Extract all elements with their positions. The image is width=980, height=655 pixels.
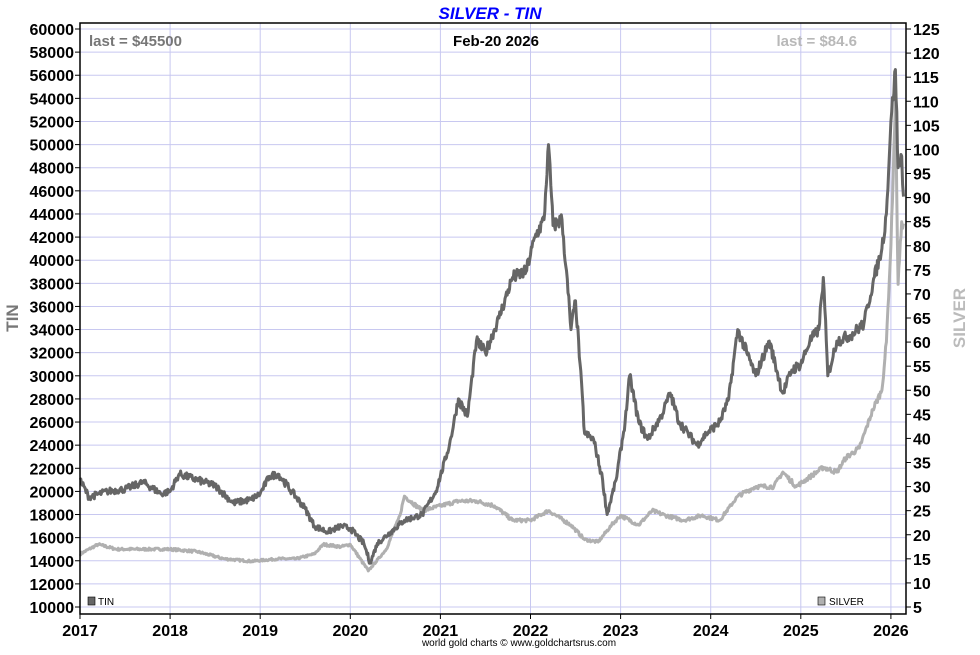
left-tick-label: 58000 <box>30 45 75 62</box>
x-tick-label: 2020 <box>333 623 369 640</box>
tin-last-label: last = $45500 <box>89 33 182 50</box>
x-tick-label: 2021 <box>423 623 459 640</box>
left-tick-label: 24000 <box>30 438 75 455</box>
right-axis-label: SILVER <box>950 288 969 348</box>
left-tick-label: 36000 <box>30 299 75 316</box>
right-tick-label: 100 <box>913 142 940 159</box>
x-tick-label: 2025 <box>783 623 819 640</box>
tin-legend-swatch <box>87 596 96 606</box>
silver-legend-label: SILVER <box>829 597 864 608</box>
right-tick-label: 25 <box>913 504 931 521</box>
left-tick-label: 20000 <box>30 484 75 501</box>
silver-legend-swatch <box>817 596 826 606</box>
right-tick-label: 70 <box>913 287 931 304</box>
right-tick-label: 35 <box>913 456 931 473</box>
left-tick-label: 34000 <box>30 323 75 340</box>
right-tick-label: 115 <box>913 70 939 87</box>
left-tick-label: 12000 <box>30 577 75 594</box>
series-line-tin <box>78 68 905 565</box>
left-tick-label: 52000 <box>30 114 75 131</box>
right-tick-label: 65 <box>913 311 931 328</box>
series-lines <box>78 68 905 573</box>
left-tick-label: 38000 <box>30 276 75 293</box>
right-tick-label: 5 <box>913 600 922 617</box>
right-tick-label: 125 <box>913 22 940 39</box>
tin-legend-label: TIN <box>98 597 114 608</box>
left-tick-label: 10000 <box>30 600 75 617</box>
left-tick-label: 50000 <box>30 138 75 155</box>
right-tick-label: 55 <box>913 359 931 376</box>
left-tick-label: 46000 <box>30 184 75 201</box>
silver-last-label: last = $84.6 <box>777 33 857 50</box>
left-axis-label: TIN <box>3 304 22 331</box>
left-tick-label: 32000 <box>30 346 75 363</box>
left-tick-label: 18000 <box>30 508 75 525</box>
right-tick-label: 75 <box>913 263 931 280</box>
x-tick-label: 2017 <box>62 623 98 640</box>
x-tick-label: 2026 <box>873 623 909 640</box>
right-tick-label: 10 <box>913 576 931 593</box>
right-tick-label: 45 <box>913 407 931 424</box>
left-tick-label: 56000 <box>30 68 75 85</box>
right-tick-label: 105 <box>913 118 940 135</box>
x-tick-label: 2022 <box>513 623 549 640</box>
left-tick-label: 44000 <box>30 207 75 224</box>
right-tick-label: 60 <box>913 335 931 352</box>
right-tick-label: 120 <box>913 46 940 63</box>
axis-ticks: 10000 12000 14000 16000 18000 20000 22000 24000… <box>30 22 940 640</box>
right-tick-label: 15 <box>913 552 931 569</box>
left-tick-label: 14000 <box>30 554 75 571</box>
left-tick-label: 26000 <box>30 415 75 432</box>
date-label: Feb-20 2026 <box>453 33 539 50</box>
left-tick-label: 40000 <box>30 253 75 270</box>
footer-credit: world gold charts © www.goldchartsrus.co… <box>421 638 616 649</box>
x-tick-label: 2019 <box>242 623 278 640</box>
left-tick-label: 30000 <box>30 369 75 386</box>
x-tick-label: 2018 <box>152 623 188 640</box>
right-tick-label: 110 <box>913 94 939 111</box>
right-tick-label: 90 <box>913 191 931 208</box>
right-tick-label: 20 <box>913 528 931 545</box>
plot-frame <box>79 22 907 615</box>
series-line-silver <box>78 99 905 573</box>
left-tick-label: 42000 <box>30 230 75 247</box>
left-tick-label: 54000 <box>30 91 75 108</box>
x-tick-label: 2023 <box>603 623 639 640</box>
left-tick-label: 28000 <box>30 392 75 409</box>
left-tick-label: 48000 <box>30 161 75 178</box>
right-tick-label: 80 <box>913 239 931 256</box>
right-tick-label: 30 <box>913 480 931 497</box>
right-tick-label: 50 <box>913 383 931 400</box>
left-tick-label: 16000 <box>30 531 75 548</box>
right-tick-label: 85 <box>913 215 931 232</box>
right-tick-label: 40 <box>913 431 931 448</box>
x-tick-label: 2024 <box>693 623 729 640</box>
left-tick-label: 22000 <box>30 461 75 478</box>
grid <box>79 23 906 614</box>
right-tick-label: 95 <box>913 167 931 184</box>
chart-title: SILVER - TIN <box>439 4 543 23</box>
left-tick-label: 60000 <box>30 22 75 39</box>
